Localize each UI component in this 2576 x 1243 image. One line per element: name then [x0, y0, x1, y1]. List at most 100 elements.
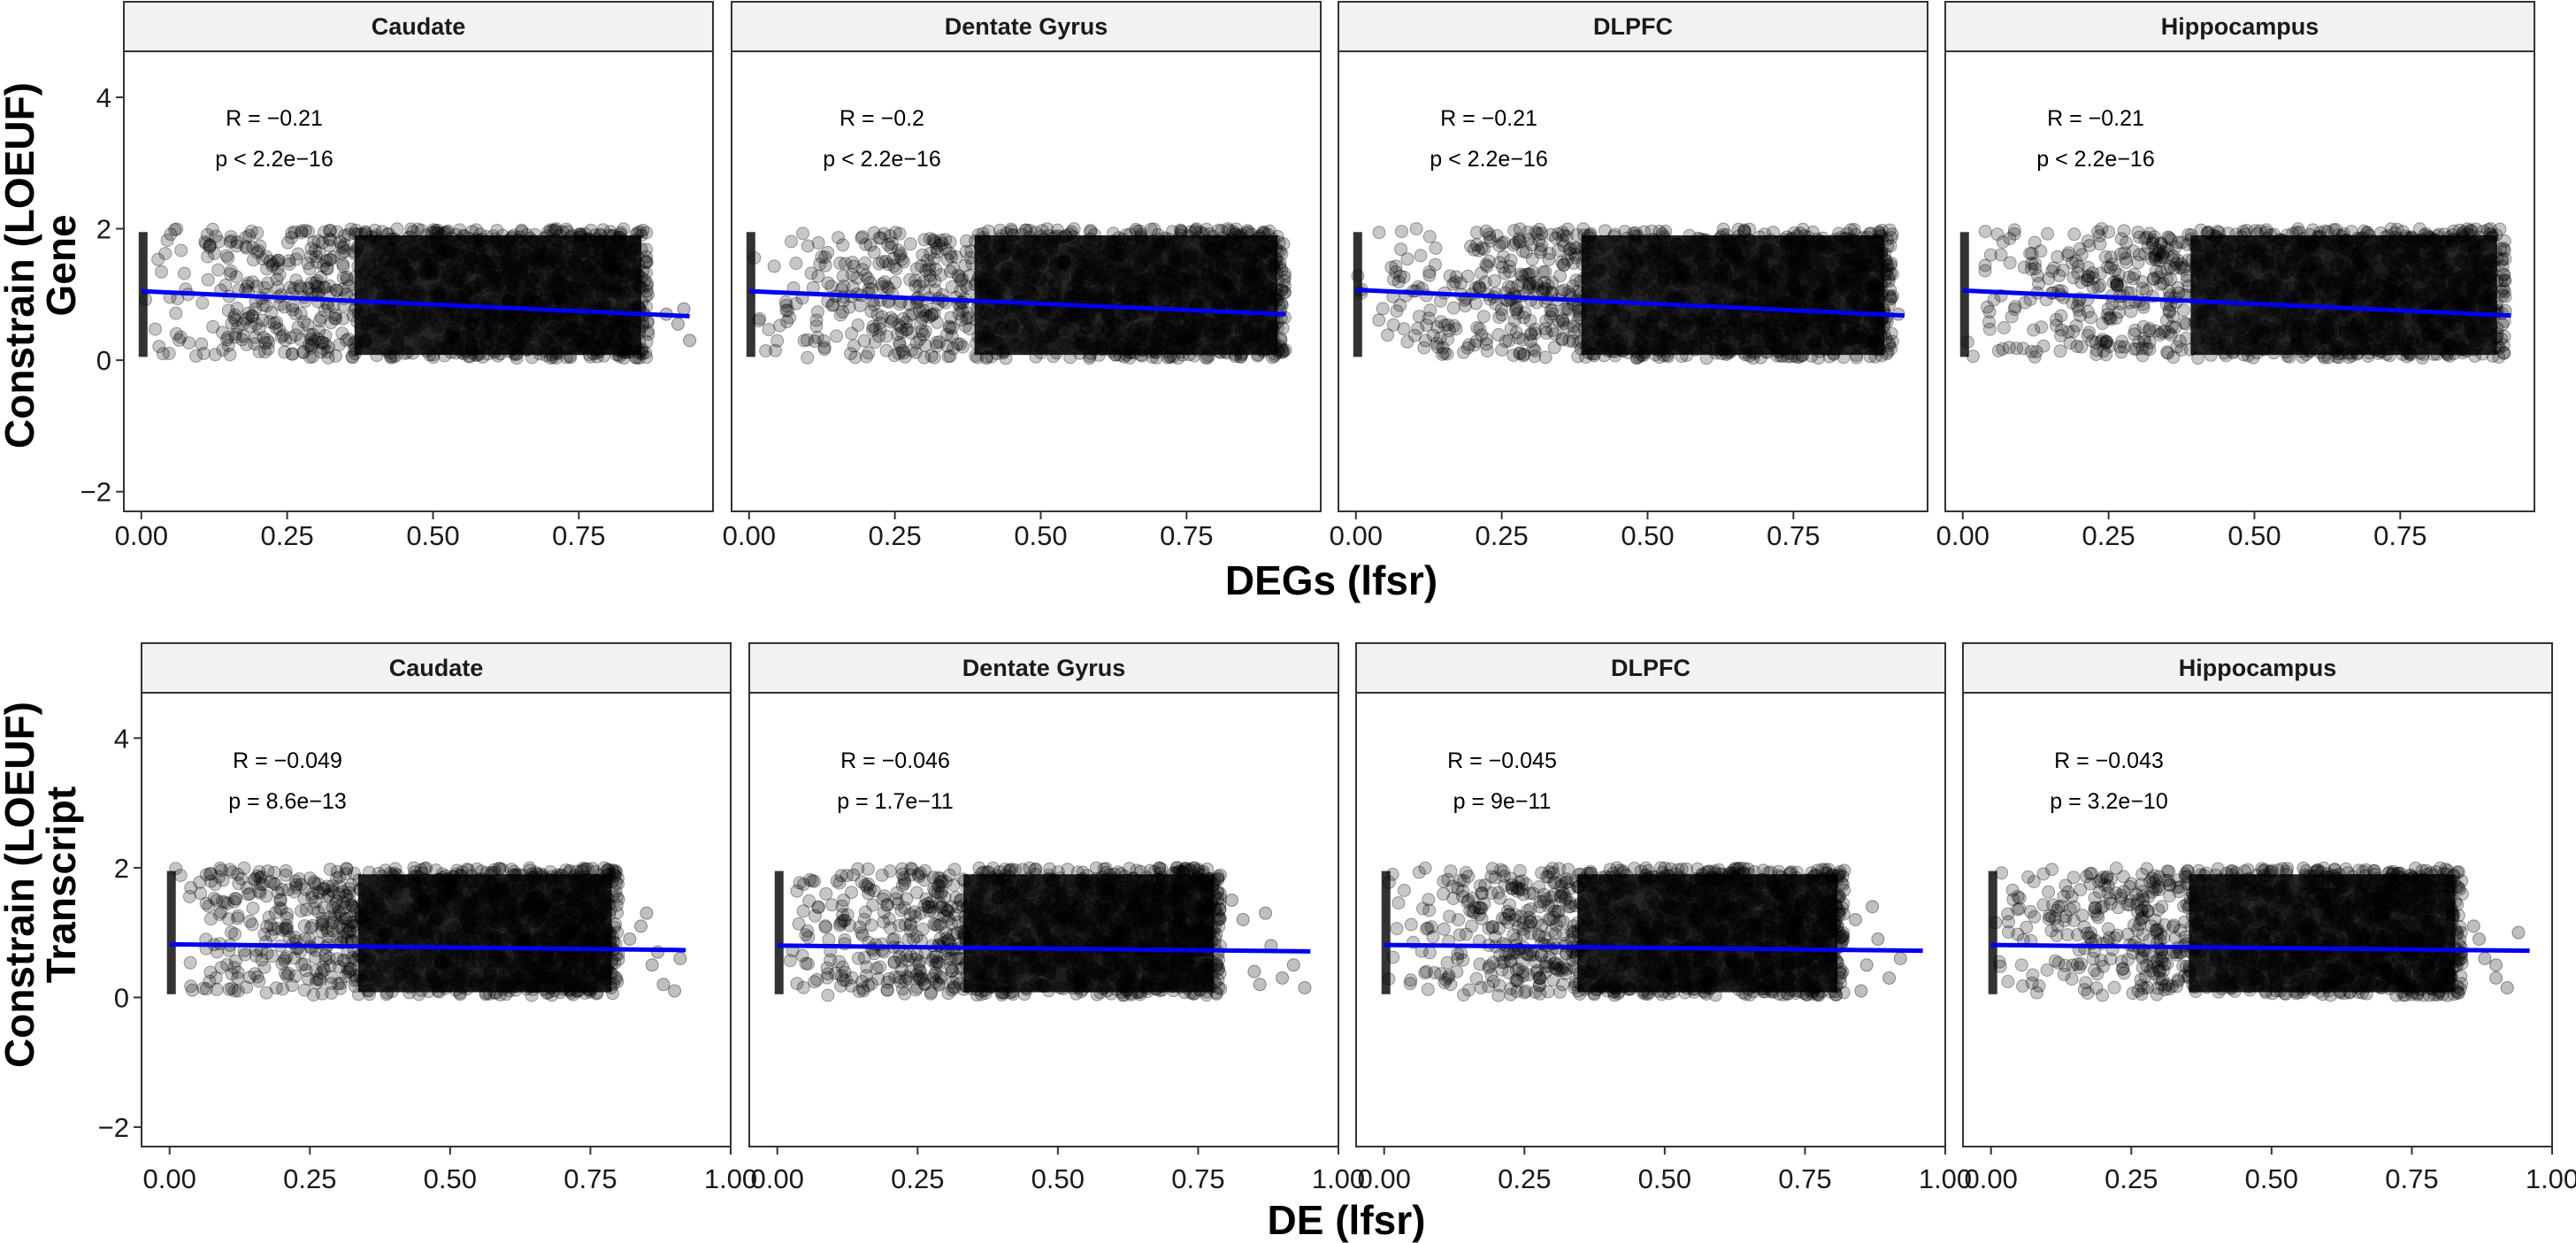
scatter-point [312, 314, 326, 327]
scatter-point [1503, 265, 1516, 279]
x-tick-label: 0.75 [1160, 520, 1213, 551]
scatter-point [1528, 344, 1542, 357]
scatter-point [252, 345, 266, 359]
scatter-point [236, 329, 250, 343]
x-tick-label: 0.50 [406, 520, 459, 551]
scatter-point [344, 222, 358, 236]
scatter-point [2067, 227, 2082, 242]
scatter-point [1568, 248, 1582, 262]
scatter-point [1372, 226, 1386, 240]
scatter-point [312, 246, 326, 260]
x-tick-label: 0.25 [260, 520, 313, 551]
scatter-point [324, 234, 338, 248]
scatter-point [1476, 310, 1491, 324]
scatter-point [169, 306, 183, 320]
scatter-point [640, 324, 655, 338]
scatter-point [955, 272, 970, 286]
scatter-point [1276, 237, 1291, 251]
y-tick-label: −2 [80, 477, 111, 508]
scatter-point [216, 343, 230, 357]
scatter-point [282, 254, 296, 268]
correlation-p-label: p < 2.2e−16 [215, 147, 333, 172]
scatter-point [1553, 269, 1567, 283]
dense-point-cloud [354, 235, 641, 356]
scatter-point [177, 266, 191, 280]
y-tick-label: 4 [96, 82, 111, 113]
scatter-point [267, 317, 281, 331]
correlation-p-label: p < 2.2e−16 [823, 147, 940, 172]
scatter-point [335, 326, 349, 341]
scatter-point [886, 313, 900, 327]
scatter-point [2070, 339, 2084, 353]
scatter-point [796, 226, 809, 241]
scatter-point [1446, 277, 1460, 291]
scatter-point [323, 253, 337, 267]
scatter-point [784, 234, 798, 249]
scatter-point [872, 316, 886, 330]
scatter-point [888, 275, 902, 289]
scatter-point [1468, 296, 1483, 311]
scatter-point [810, 305, 824, 319]
scatter-point [1372, 313, 1386, 327]
scatter-point [1390, 304, 1404, 318]
scatter-point [155, 265, 168, 279]
scatter-point [209, 229, 223, 243]
scatter-point [2114, 232, 2128, 246]
scatter-point [230, 302, 244, 315]
scatter-point [1384, 260, 1399, 274]
facet-strip-title: Caudate [372, 13, 466, 40]
scatter-point [1422, 230, 1437, 243]
scatter-point [1884, 231, 1898, 245]
scatter-point [908, 274, 923, 288]
y-tick-label: 2 [96, 214, 111, 245]
scatter-point [174, 243, 188, 257]
scatter-point [212, 234, 226, 249]
scatter-point [1504, 253, 1518, 267]
scatter-point [1441, 318, 1455, 332]
scatter-point [1598, 224, 1612, 238]
scatter-point [1387, 272, 1401, 287]
scatter-point [321, 340, 335, 354]
scatter-point [334, 247, 349, 261]
scatter-point [1422, 265, 1437, 279]
scatter-point [947, 341, 960, 356]
scatter-point [863, 275, 878, 289]
scatter-point [858, 256, 872, 270]
scatter-point [301, 257, 315, 271]
scatter-point [189, 349, 203, 363]
scatter-point [924, 272, 938, 287]
scatter-point [201, 272, 215, 287]
scatter-point [830, 329, 843, 343]
scatter-point [259, 299, 273, 313]
scatter-point [224, 265, 238, 278]
scatter-point [303, 327, 317, 341]
scatter-point [1558, 302, 1572, 316]
scatter-point [1400, 252, 1414, 266]
scatter-point [258, 345, 272, 359]
scatter-point [270, 316, 284, 329]
dense-point-column [1353, 232, 1362, 357]
scatter-point [341, 272, 354, 287]
scatter-point [289, 328, 303, 342]
scatter-point [1537, 281, 1551, 295]
scatter-point [640, 279, 654, 293]
scatter-point [293, 279, 307, 293]
scatter-point [1885, 334, 1899, 349]
scatter-point [1050, 223, 1064, 237]
scatter-point [295, 224, 309, 238]
scatter-point [1536, 265, 1550, 279]
correlation-r-label: R = −0.2 [840, 106, 924, 131]
facet-strip [123, 1, 714, 52]
scatter-point [1411, 321, 1425, 335]
scatter-point [860, 349, 873, 364]
scatter-point [164, 227, 178, 242]
x-tick-label: 0.00 [115, 520, 168, 551]
scatter-point [1539, 326, 1553, 340]
y-tick-label: 0 [96, 345, 111, 376]
scatter-point [767, 259, 781, 273]
scatter-point [1417, 341, 1431, 355]
scatter-point [298, 224, 312, 237]
